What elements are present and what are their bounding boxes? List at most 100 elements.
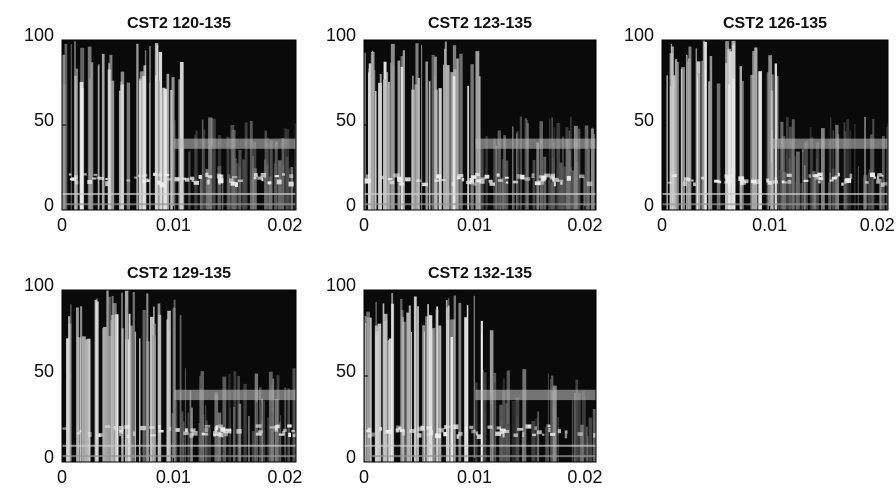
texture-line bbox=[62, 193, 296, 195]
texture-stripe bbox=[438, 325, 442, 462]
texture-dot bbox=[469, 178, 473, 183]
texture-stripe bbox=[114, 314, 119, 462]
texture-stripe bbox=[805, 140, 808, 210]
texture-stripe bbox=[369, 317, 372, 462]
texture-dot bbox=[844, 178, 847, 184]
texture-stripe bbox=[366, 317, 370, 462]
texture-dot bbox=[366, 178, 372, 183]
texture-stripe bbox=[81, 336, 86, 462]
x-tick-label: 0 bbox=[359, 215, 369, 235]
texture-dot bbox=[520, 174, 525, 180]
texture-stripe bbox=[397, 60, 401, 210]
texture-dot bbox=[821, 176, 824, 181]
texture-dot bbox=[93, 173, 98, 176]
texture-dot bbox=[96, 176, 101, 180]
x-tick-label: 0 bbox=[359, 467, 369, 487]
texture-dot bbox=[738, 176, 745, 182]
texture-stripe bbox=[377, 323, 382, 462]
texture-stripe bbox=[400, 310, 404, 462]
texture-stripe bbox=[364, 52, 366, 210]
texture-dot bbox=[818, 177, 823, 181]
texture-dot bbox=[727, 174, 734, 178]
texture-dot bbox=[134, 176, 137, 179]
texture-dot bbox=[146, 178, 149, 182]
texture-stripe bbox=[548, 118, 551, 210]
texture-dot bbox=[489, 182, 496, 186]
texture-stripe bbox=[157, 314, 162, 462]
x-tick-label: 0.01 bbox=[457, 215, 492, 235]
texture-stripe bbox=[249, 120, 253, 210]
texture-stripe bbox=[590, 128, 595, 210]
texture-dot bbox=[366, 429, 369, 433]
texture-stripe bbox=[134, 331, 137, 462]
texture-stripe bbox=[854, 123, 856, 210]
texture-dot bbox=[687, 178, 691, 182]
texture-stripe bbox=[425, 316, 429, 462]
texture-stripe bbox=[103, 326, 107, 462]
texture-stripe bbox=[184, 368, 187, 462]
texture-dot bbox=[401, 431, 406, 436]
texture-stripe bbox=[780, 121, 784, 210]
texture-stripe bbox=[516, 131, 519, 210]
texture-stripe bbox=[217, 135, 222, 210]
texture-dot bbox=[476, 434, 482, 439]
texture-stripe bbox=[573, 125, 578, 210]
texture-stripe bbox=[152, 335, 157, 462]
texture-dot bbox=[105, 178, 108, 181]
texture-stripe bbox=[867, 173, 872, 210]
texture-stripe bbox=[702, 40, 706, 210]
texture-dot bbox=[79, 430, 82, 433]
chart-title: CST2 126-135 bbox=[723, 15, 827, 32]
texture-dot bbox=[741, 180, 746, 185]
texture-stripe bbox=[431, 329, 434, 462]
texture-stripe bbox=[452, 76, 455, 210]
texture-stripe bbox=[444, 48, 446, 210]
texture-stripe bbox=[423, 331, 426, 462]
texture-stripe bbox=[519, 116, 522, 210]
texture-dot bbox=[461, 177, 465, 182]
texture-dot bbox=[126, 434, 129, 439]
texture-dot bbox=[817, 172, 823, 177]
texture-dot bbox=[471, 175, 477, 179]
texture-dot bbox=[447, 425, 452, 428]
texture-stripe bbox=[364, 315, 367, 462]
texture-dot bbox=[557, 179, 564, 182]
x-tick-label: 0.02 bbox=[860, 215, 895, 235]
texture-stripe bbox=[70, 304, 72, 462]
texture-dot bbox=[548, 427, 551, 433]
texture-band bbox=[174, 389, 296, 401]
texture-stripe bbox=[402, 50, 405, 210]
texture-stripe bbox=[158, 51, 163, 210]
texture-dot bbox=[126, 179, 131, 182]
texture-stripe bbox=[670, 46, 674, 210]
texture-dot bbox=[190, 428, 196, 432]
texture-dot bbox=[682, 181, 687, 186]
x-tick-label: 0.02 bbox=[267, 215, 302, 235]
texture-stripe bbox=[673, 78, 676, 210]
texture-dot bbox=[564, 434, 568, 439]
texture-dot bbox=[443, 431, 448, 437]
texture-dot bbox=[153, 172, 157, 176]
texture-stripe bbox=[217, 412, 222, 462]
texture-stripe bbox=[156, 45, 159, 210]
texture-dot bbox=[586, 181, 593, 187]
texture-dot bbox=[465, 426, 468, 431]
texture-dot bbox=[693, 182, 696, 187]
texture-stripe bbox=[416, 306, 419, 462]
texture-stripe bbox=[458, 302, 462, 462]
texture-stripe bbox=[74, 41, 76, 210]
texture-stripe bbox=[872, 118, 875, 210]
texture-stripe bbox=[228, 175, 233, 210]
texture-dot bbox=[471, 178, 475, 183]
texture-band bbox=[770, 138, 888, 149]
texture-dot bbox=[774, 176, 777, 181]
texture-stripe bbox=[446, 66, 450, 210]
texture-stripe bbox=[577, 128, 581, 210]
texture-stripe bbox=[244, 122, 248, 210]
texture-dot bbox=[549, 175, 555, 180]
texture-stripe bbox=[585, 128, 587, 210]
texture-stripe bbox=[459, 53, 463, 210]
texture-stripe bbox=[857, 166, 859, 210]
texture-stripe bbox=[709, 55, 713, 210]
